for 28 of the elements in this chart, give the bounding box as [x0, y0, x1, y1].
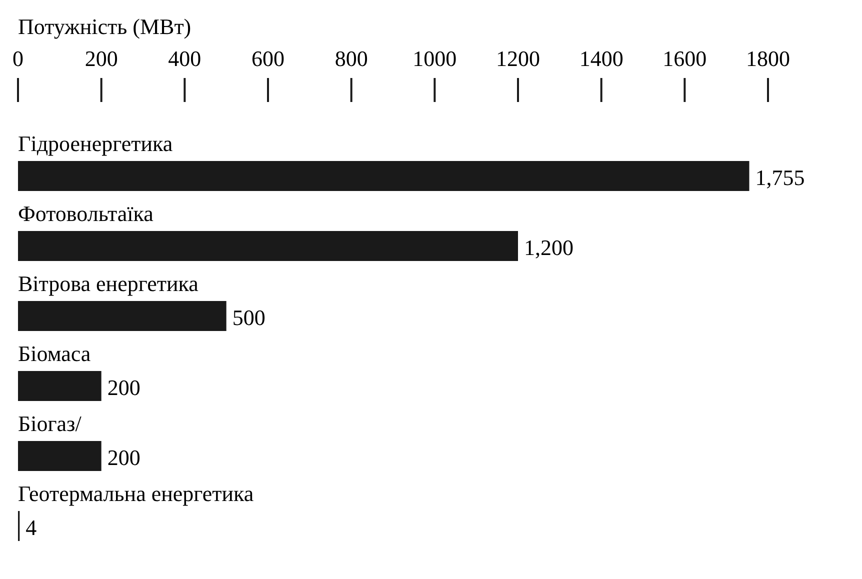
bar: [18, 161, 750, 191]
x-tick-label: 0: [12, 46, 24, 71]
y-tick-label: Геотермальна енергетика: [18, 481, 254, 506]
y-tick-label: Гідроенергетика: [18, 131, 173, 156]
y-tick-label: Вітрова енергетика: [18, 271, 199, 296]
x-tick-label: 1200: [496, 46, 540, 71]
y-tick-label: Біомаса: [18, 341, 91, 366]
y-tick-label: Фотовольтаїка: [18, 201, 154, 226]
data-label: 200: [107, 375, 140, 400]
bar: [18, 371, 102, 401]
x-tick-label: 1600: [662, 46, 707, 71]
x-tick-label: 200: [84, 46, 118, 71]
x-tick-label: 800: [334, 46, 368, 71]
y-tick-label: Біогаз/: [18, 411, 82, 436]
data-label: 1,755: [755, 165, 805, 190]
x-tick-label: 400: [168, 46, 202, 71]
x-tick-label: 600: [252, 46, 284, 71]
x-tick-label: 1800: [746, 46, 790, 71]
bar: [18, 231, 518, 261]
x-tick-label: 1400: [579, 46, 624, 71]
data-label: 500: [232, 305, 266, 330]
data-label: 1,200: [524, 235, 574, 260]
data-label: 200: [107, 445, 140, 470]
x-tick-label: 1000: [412, 46, 457, 71]
x-axis-title: Потужність (МВт): [18, 14, 192, 39]
bar: [18, 301, 226, 331]
bar: [18, 441, 102, 471]
data-label: 4: [26, 515, 37, 540]
